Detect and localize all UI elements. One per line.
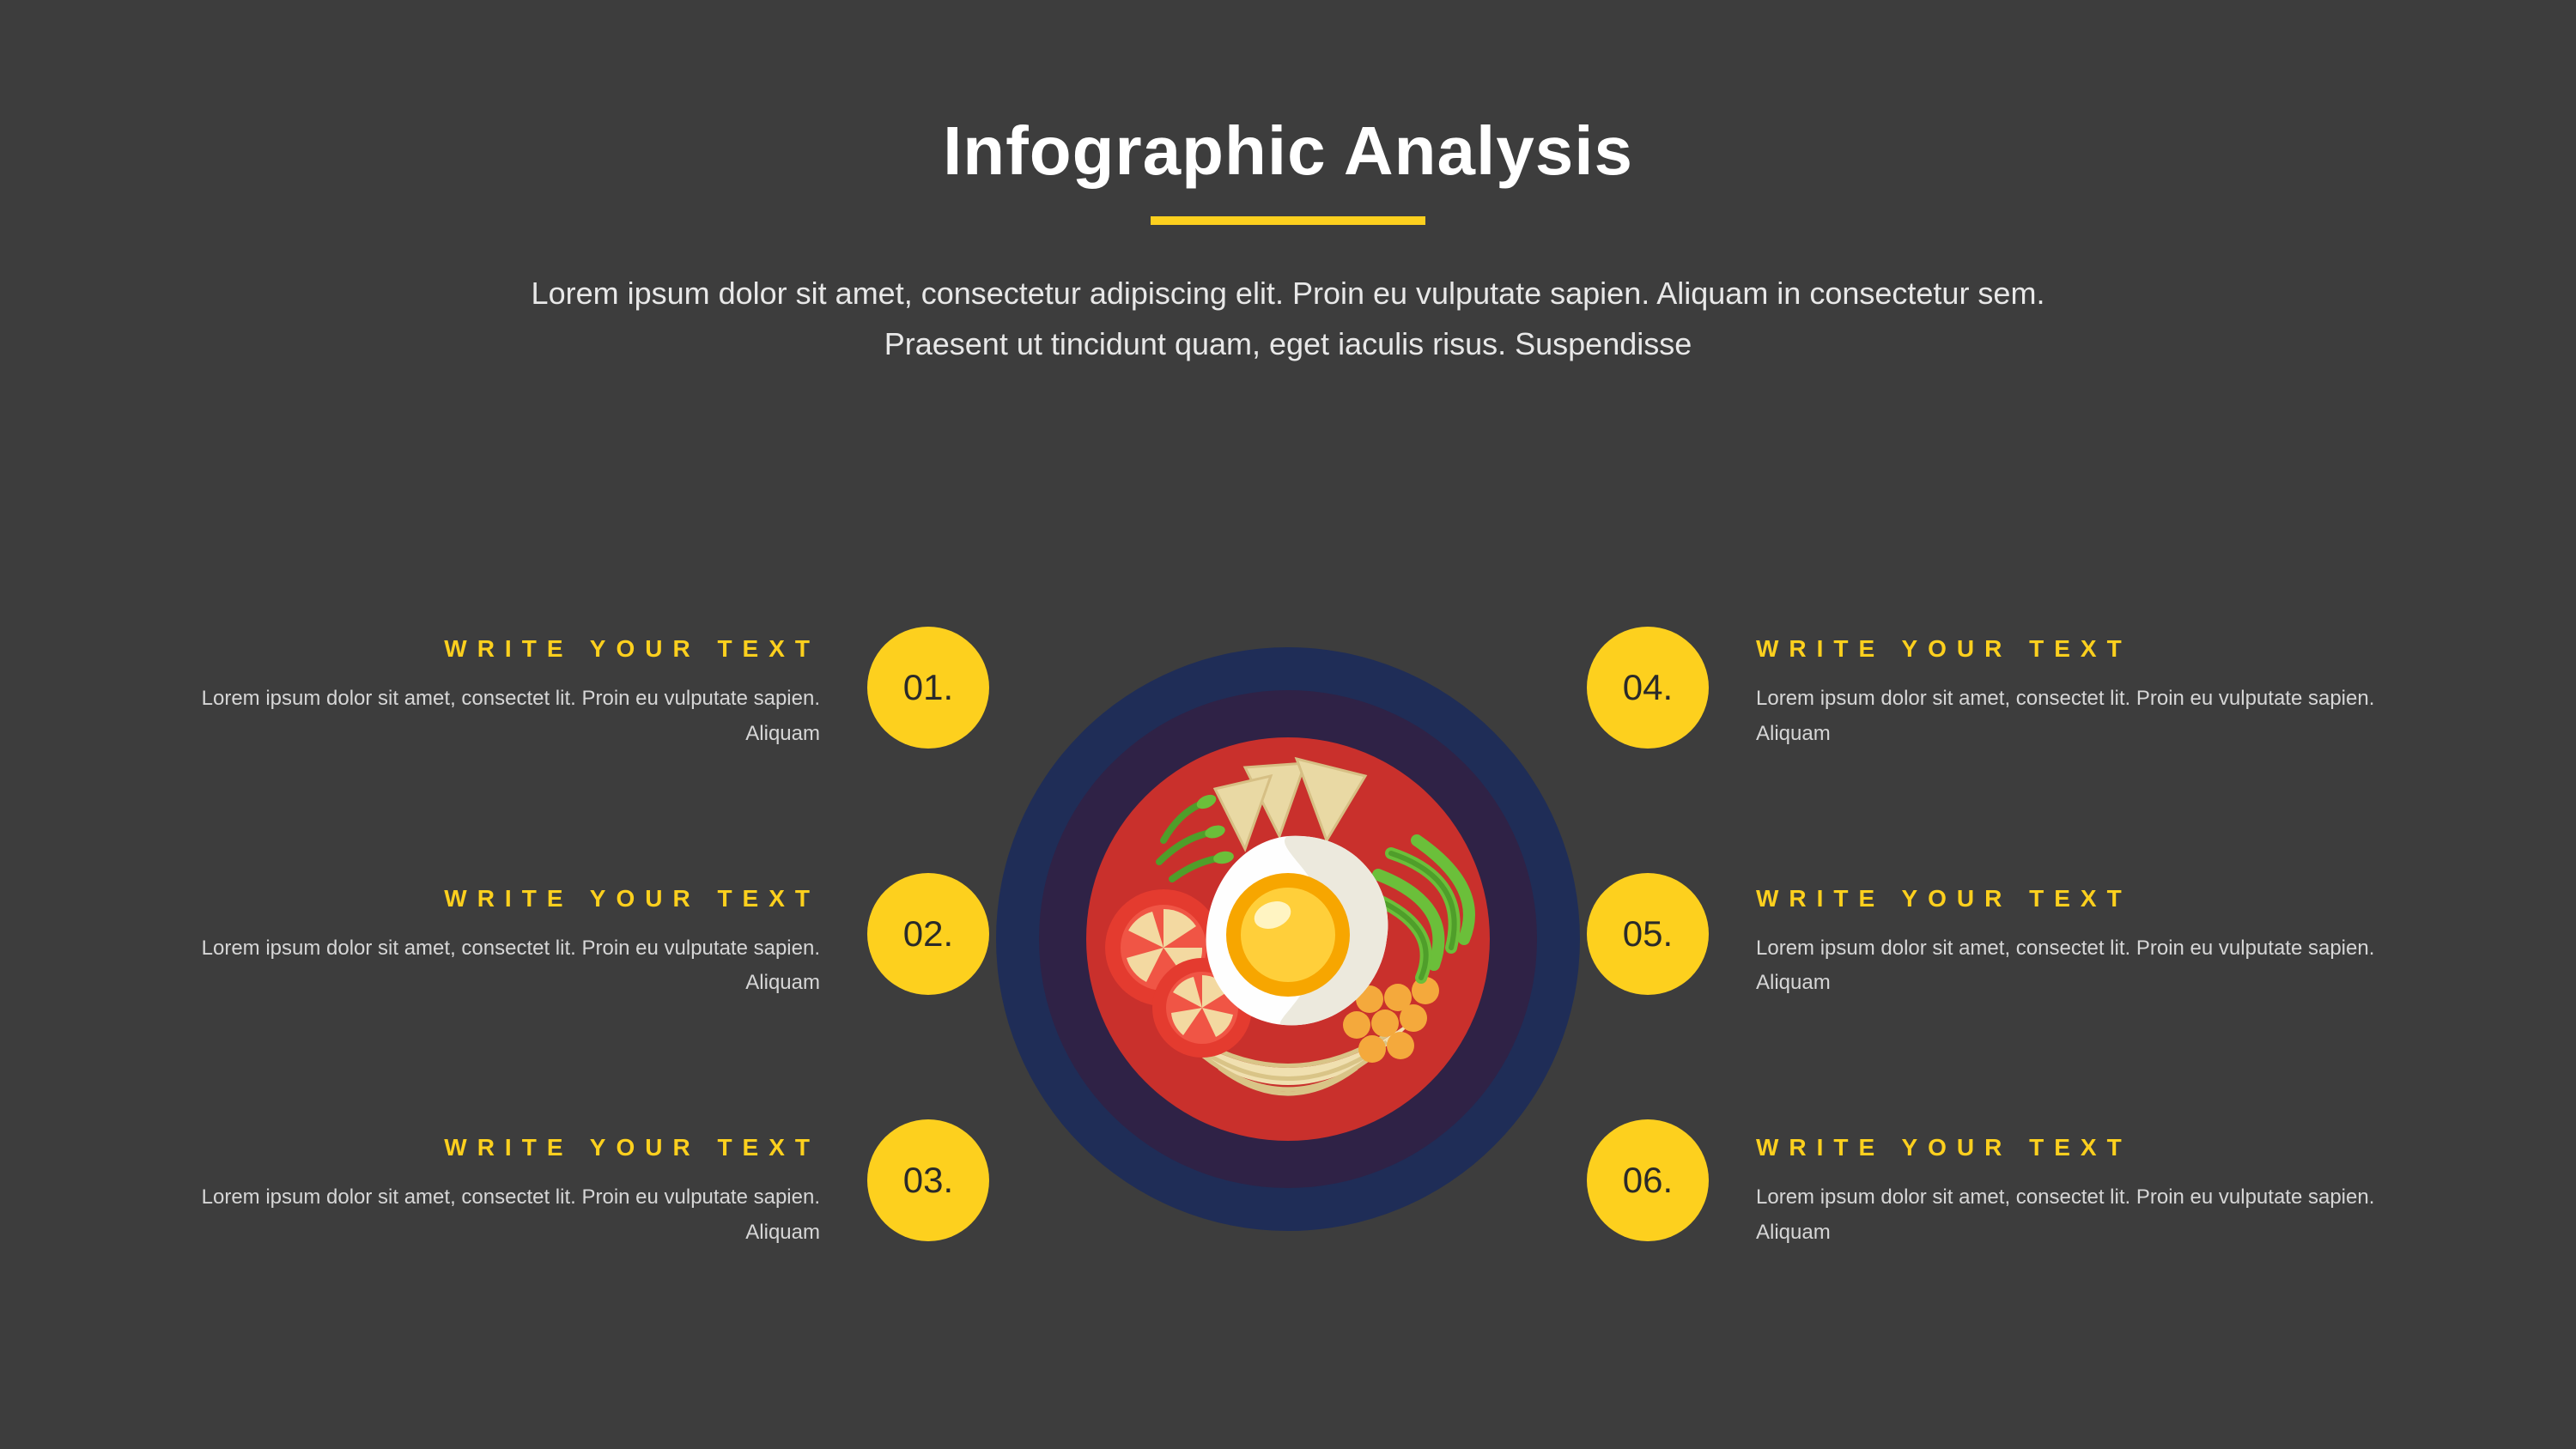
- item-body: Lorem ipsum dolor sit amet, consectet li…: [167, 682, 820, 752]
- header: Infographic Analysis Lorem ipsum dolor s…: [0, 0, 2576, 370]
- number-badge: 01.: [867, 627, 989, 749]
- left-badges: 01. 02. 03.: [867, 627, 989, 1241]
- list-item: WRITE YOUR TEXT Lorem ipsum dolor sit am…: [1756, 885, 2409, 1002]
- number-badge: 04.: [1587, 627, 1709, 749]
- item-title: WRITE YOUR TEXT: [167, 885, 820, 912]
- right-badges: 04. 05. 06.: [1587, 627, 1709, 1241]
- item-title: WRITE YOUR TEXT: [1756, 1134, 2409, 1161]
- item-title: WRITE YOUR TEXT: [1756, 635, 2409, 663]
- number-badge: 06.: [1587, 1119, 1709, 1241]
- item-title: WRITE YOUR TEXT: [167, 1134, 820, 1161]
- number-badge: 02.: [867, 873, 989, 995]
- list-item: WRITE YOUR TEXT Lorem ipsum dolor sit am…: [167, 1134, 820, 1251]
- left-column: WRITE YOUR TEXT Lorem ipsum dolor sit am…: [167, 635, 820, 1251]
- food-bowl-icon: [987, 639, 1589, 1240]
- list-item: WRITE YOUR TEXT Lorem ipsum dolor sit am…: [1756, 635, 2409, 752]
- list-item: WRITE YOUR TEXT Lorem ipsum dolor sit am…: [1756, 1134, 2409, 1251]
- title-underline: [1151, 216, 1425, 225]
- item-title: WRITE YOUR TEXT: [1756, 885, 2409, 912]
- number-badge: 03.: [867, 1119, 989, 1241]
- list-item: WRITE YOUR TEXT Lorem ipsum dolor sit am…: [167, 635, 820, 752]
- item-body: Lorem ipsum dolor sit amet, consectet li…: [1756, 1180, 2409, 1251]
- number-badge: 05.: [1587, 873, 1709, 995]
- content-area: WRITE YOUR TEXT Lorem ipsum dolor sit am…: [0, 601, 2576, 1373]
- right-column: WRITE YOUR TEXT Lorem ipsum dolor sit am…: [1756, 635, 2409, 1251]
- item-body: Lorem ipsum dolor sit amet, consectet li…: [1756, 931, 2409, 1002]
- item-body: Lorem ipsum dolor sit amet, consectet li…: [167, 1180, 820, 1251]
- item-body: Lorem ipsum dolor sit amet, consectet li…: [1756, 682, 2409, 752]
- item-body: Lorem ipsum dolor sit amet, consectet li…: [167, 931, 820, 1002]
- page-title: Infographic Analysis: [0, 112, 2576, 191]
- page-subtitle: Lorem ipsum dolor sit amet, consectetur …: [472, 268, 2104, 370]
- item-title: WRITE YOUR TEXT: [167, 635, 820, 663]
- list-item: WRITE YOUR TEXT Lorem ipsum dolor sit am…: [167, 885, 820, 1002]
